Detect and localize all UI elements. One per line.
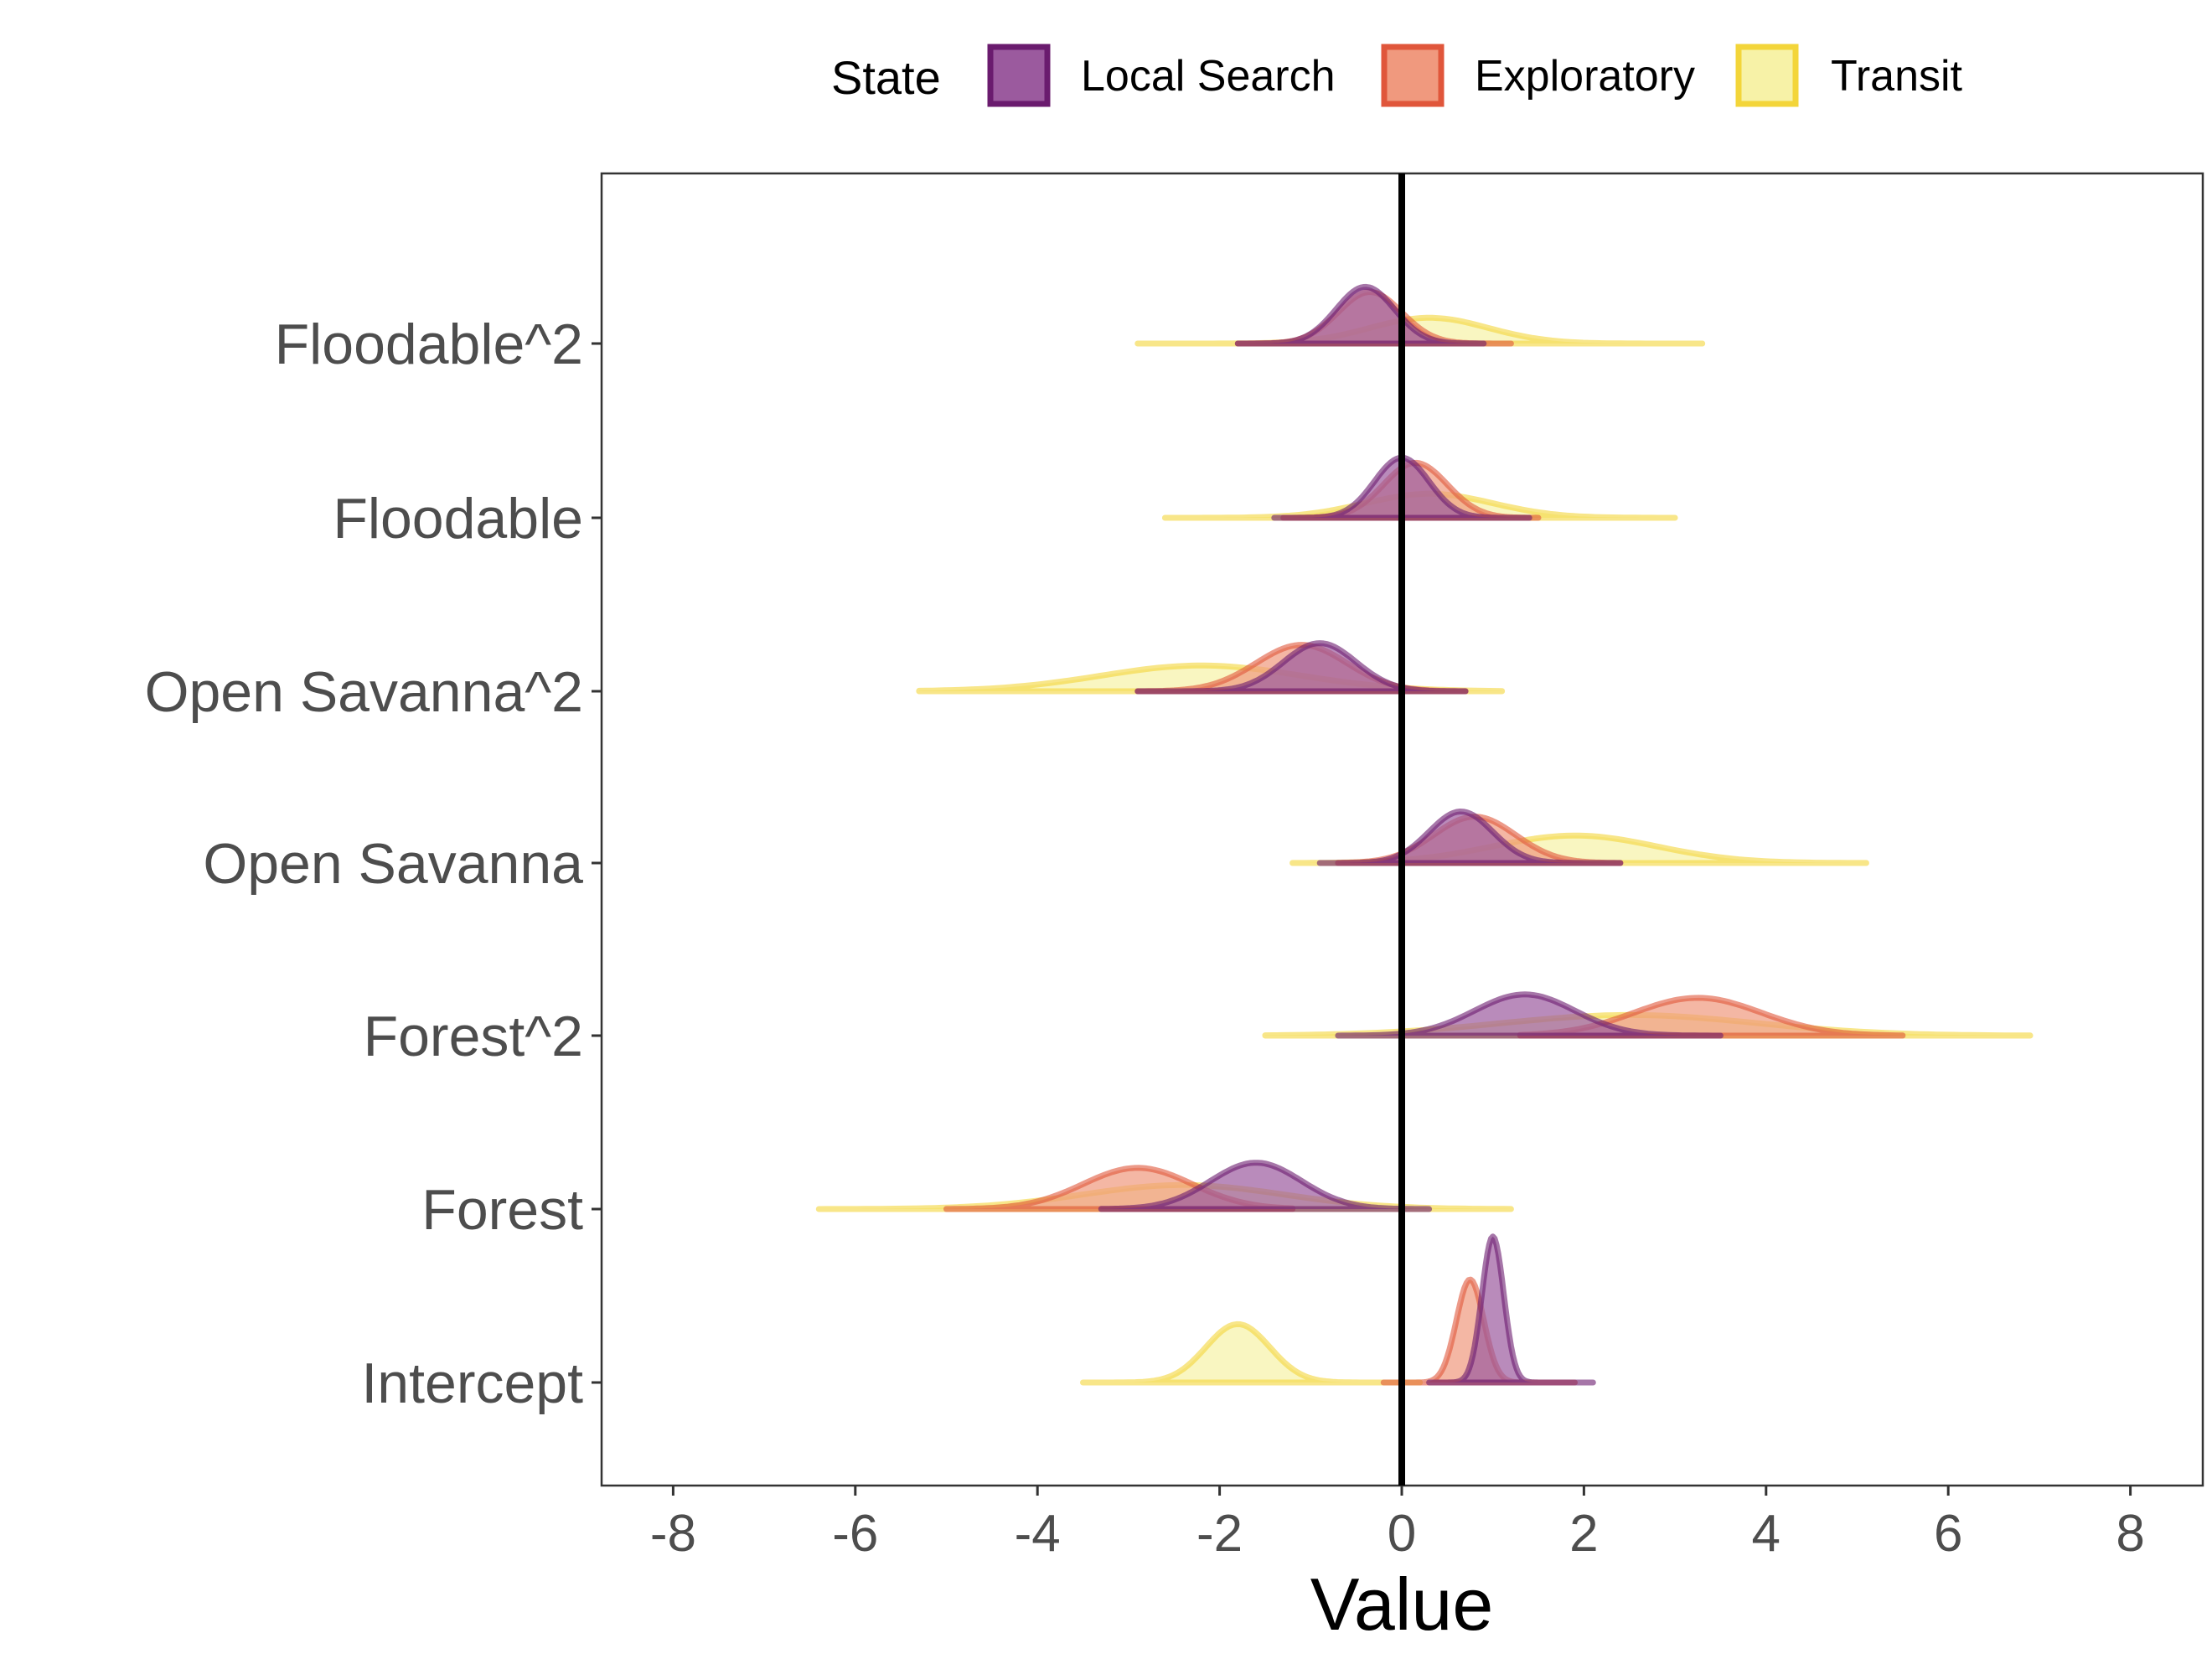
ridges <box>815 283 2034 1386</box>
x-tick-label: 4 <box>1752 1505 1780 1563</box>
legend-swatch <box>1381 44 1445 107</box>
legend-swatch <box>987 44 1051 107</box>
ridge-transit-intercept <box>1080 1320 1424 1386</box>
legend-title: State <box>831 51 941 104</box>
x-tick-label: -4 <box>1015 1505 1061 1563</box>
y-axis: Intercept Forest Forest^2 Open Savanna Open … <box>145 313 602 1415</box>
x-tick-label: 2 <box>1569 1505 1598 1563</box>
x-tick-label: -8 <box>650 1505 696 1563</box>
ridge-local-search-open-savanna <box>1316 809 1624 866</box>
x-axis: -8 -6 -4 -2 0 2 4 6 8 <box>650 1486 2145 1563</box>
y-tick-label: Forest <box>421 1178 583 1242</box>
y-tick-label: Intercept <box>361 1351 583 1415</box>
x-tick-label: 0 <box>1388 1505 1416 1563</box>
legend: State Local Search Exploratory Transit <box>831 44 1963 107</box>
x-tick-label: -6 <box>832 1505 878 1563</box>
x-axis-title: Value <box>1310 1563 1494 1646</box>
x-tick-label: -2 <box>1196 1505 1243 1563</box>
legend-label: Exploratory <box>1475 52 1695 101</box>
legend-item-exploratory: Exploratory <box>1381 44 1695 107</box>
y-tick-label: Open Savanna^2 <box>145 660 583 724</box>
ridge-local-search-floodable-2 <box>1234 283 1487 347</box>
ridge-local-search-forest <box>1098 1160 1433 1212</box>
legend-label: Local Search <box>1081 52 1336 101</box>
x-tick-label: 6 <box>1934 1505 1962 1563</box>
y-tick-label: Forest^2 <box>364 1005 583 1068</box>
y-tick-label: Open Savanna <box>203 832 583 896</box>
x-tick-label: 8 <box>2116 1505 2144 1563</box>
legend-swatch <box>1735 44 1799 107</box>
ridge-local-search-open-savanna-2 <box>1134 640 1469 695</box>
legend-label: Transit <box>1831 52 1963 101</box>
ridge-local-search-intercept <box>1426 1233 1596 1386</box>
y-tick-label: Floodable <box>333 487 583 550</box>
legend-item-transit: Transit <box>1735 44 1963 107</box>
y-tick-label: Floodable^2 <box>275 313 583 376</box>
legend-item-local-search: Local Search <box>987 44 1336 107</box>
